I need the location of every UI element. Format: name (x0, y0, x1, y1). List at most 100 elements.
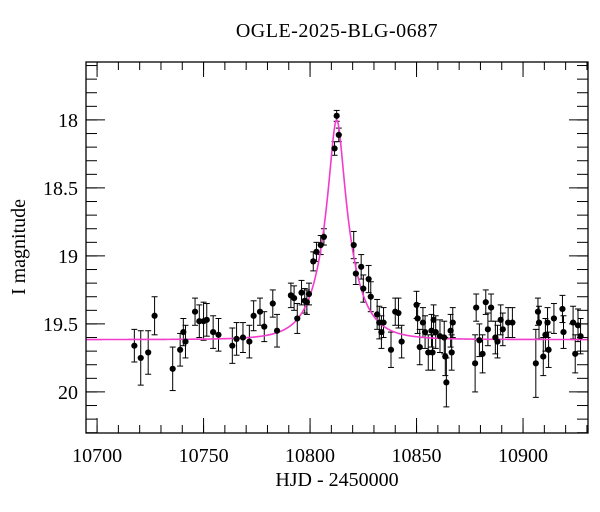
data-point (425, 349, 432, 356)
data-point (350, 241, 357, 249)
data-point (335, 131, 342, 138)
data-point (443, 379, 450, 386)
data-point (560, 328, 567, 336)
data-point (256, 308, 264, 315)
data-point (472, 360, 479, 367)
data-point (497, 316, 504, 323)
data-point (387, 346, 395, 353)
x-tick-label: 10850 (392, 445, 442, 467)
data-point (229, 342, 236, 349)
data-point (572, 350, 579, 357)
data-point (261, 323, 268, 330)
data-point (250, 312, 257, 319)
data-point (298, 289, 305, 296)
data-point (358, 263, 365, 270)
data-point (413, 301, 420, 308)
data-point (137, 354, 144, 362)
data-point (484, 326, 491, 333)
data-point (233, 335, 240, 342)
data-point (419, 319, 427, 326)
data-point (310, 258, 317, 265)
data-point (398, 338, 405, 345)
data-point (442, 353, 449, 360)
plot-frame (85, 61, 589, 434)
data-point (494, 338, 501, 345)
data-point (239, 334, 247, 341)
data-point (378, 328, 385, 336)
data-point (169, 365, 176, 372)
data-point (305, 290, 313, 298)
data-point (574, 322, 582, 329)
data-point (577, 333, 584, 340)
error-bars (131, 109, 584, 408)
data-point (532, 360, 539, 367)
data-point (360, 285, 367, 292)
data-point (210, 328, 217, 336)
x-tick-label: 10750 (179, 445, 229, 467)
data-point (487, 304, 495, 311)
data-point (131, 342, 138, 349)
data-point (246, 338, 253, 345)
y-tick-label: 19.5 (43, 314, 78, 336)
data-point (365, 275, 372, 283)
data-point (441, 334, 448, 341)
axis-ticks (86, 62, 588, 434)
data-point (180, 328, 187, 336)
x-axis-label: HJD - 2450000 (275, 469, 399, 491)
data-point (352, 270, 359, 277)
data-points (131, 112, 584, 386)
data-point (429, 349, 436, 356)
data-point (509, 319, 516, 326)
data-point (476, 337, 483, 344)
data-point (395, 309, 402, 317)
data-point (447, 327, 454, 334)
data-point (303, 299, 310, 306)
data-point (569, 319, 577, 326)
data-point (196, 318, 203, 325)
data-point (215, 331, 222, 338)
data-point (448, 349, 455, 356)
data-point (416, 343, 423, 351)
data-point (540, 353, 547, 360)
data-point (290, 294, 298, 302)
data-point (534, 308, 542, 315)
data-point (367, 293, 374, 300)
data-point (203, 316, 210, 323)
x-tick-label: 10800 (285, 445, 335, 467)
data-point (421, 328, 429, 336)
data-point (331, 145, 338, 152)
data-point (449, 319, 456, 326)
data-point (151, 312, 158, 319)
tick-labels: 10700 10750 10800 10850 10900 18 18.5 19 19.5 20 (43, 110, 548, 467)
data-point (505, 319, 512, 326)
data-point (374, 311, 381, 318)
data-point (273, 327, 281, 334)
data-point (313, 248, 320, 255)
y-tick-label: 19 (58, 246, 78, 268)
data-point (544, 319, 551, 326)
y-tick-label: 18 (58, 110, 78, 132)
data-point (432, 328, 439, 336)
data-point (294, 315, 301, 322)
data-point (145, 349, 152, 356)
y-axis-label: I magnitude (8, 198, 30, 296)
data-point (482, 299, 489, 306)
data-point (317, 241, 324, 249)
data-point (320, 233, 328, 240)
model-curve (86, 119, 588, 341)
x-tick-label: 10700 (72, 445, 122, 467)
data-point (376, 319, 383, 326)
data-point (499, 326, 506, 333)
data-point (559, 305, 566, 313)
data-point (380, 319, 387, 326)
data-point (191, 308, 199, 315)
data-point (177, 346, 184, 353)
data-point (545, 346, 552, 353)
data-point (414, 315, 421, 322)
data-point (535, 319, 543, 326)
data-point (182, 338, 189, 345)
plot-title: OGLE-2025-BLG-0687 (235, 20, 439, 42)
data-point (479, 350, 486, 357)
data-point (430, 316, 437, 323)
y-tick-label: 20 (58, 382, 78, 404)
